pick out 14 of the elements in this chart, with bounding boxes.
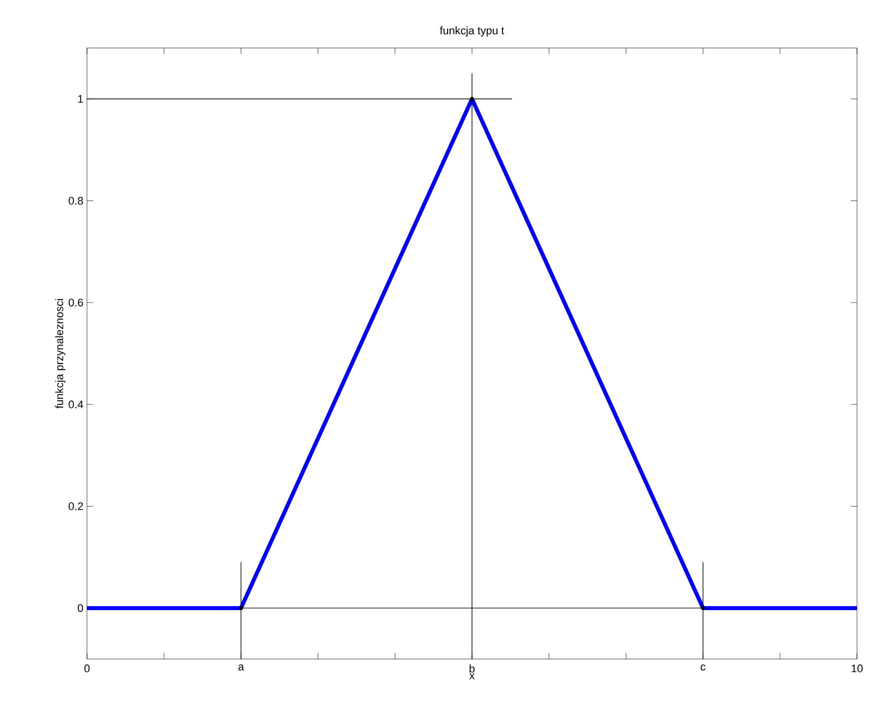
y-axis-title: funkcja przynaleznosci <box>55 299 66 408</box>
y-tick-label: 0 <box>78 604 84 612</box>
y-tick-label: 0.4 <box>68 400 84 408</box>
x-tick-label: c <box>700 664 706 671</box>
x-tick-label: 10 <box>852 664 863 672</box>
y-tick-label: 1 <box>78 95 83 103</box>
y-tick-label: 0.6 <box>68 298 83 306</box>
y-tick-label: 0.8 <box>68 196 83 205</box>
chart-title: funkcja typu t <box>440 26 504 36</box>
x-axis-title: x <box>469 673 475 680</box>
y-tick-label: 0.2 <box>68 502 83 510</box>
x-tick-label: a <box>238 664 244 671</box>
x-tick-label: b <box>470 664 475 673</box>
x-tick-label: 0 <box>84 664 90 672</box>
